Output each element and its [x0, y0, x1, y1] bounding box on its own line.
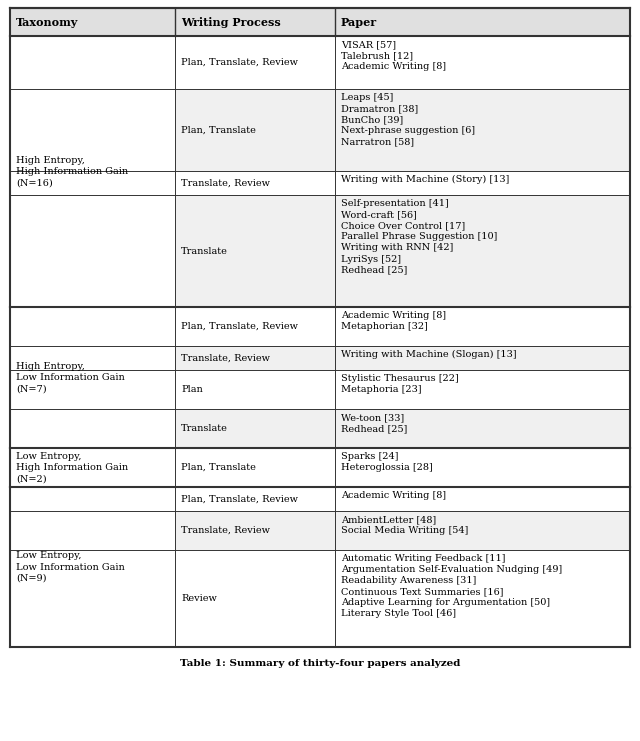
- Text: Sparks [24]
Heteroglossia [28]: Sparks [24] Heteroglossia [28]: [341, 452, 433, 472]
- Text: Taxonomy: Taxonomy: [16, 16, 78, 27]
- Text: Translate, Review: Translate, Review: [181, 179, 270, 187]
- Text: We-toon [33]
Redhead [25]: We-toon [33] Redhead [25]: [341, 413, 408, 433]
- Text: VISAR [57]
Talebrush [12]
Academic Writing [8]: VISAR [57] Talebrush [12] Academic Writi…: [341, 40, 446, 71]
- Bar: [10, 307, 175, 448]
- Text: High Entropy,
Low Information Gain
(N=7): High Entropy, Low Information Gain (N=7): [16, 362, 125, 393]
- Bar: [175, 409, 630, 448]
- Text: Plan, Translate: Plan, Translate: [181, 463, 256, 472]
- Bar: [175, 36, 630, 89]
- Text: Paper: Paper: [341, 16, 377, 27]
- Bar: [10, 487, 175, 647]
- Text: Writing with Machine (Slogan) [13]: Writing with Machine (Slogan) [13]: [341, 350, 516, 359]
- Text: Self-presentation [41]
Word-craft [56]
Choice Over Control [17]
Parallel Phrase : Self-presentation [41] Word-craft [56] C…: [341, 199, 497, 275]
- Bar: [175, 550, 630, 647]
- Text: Plan, Translate, Review: Plan, Translate, Review: [181, 494, 298, 503]
- Text: Writing Process: Writing Process: [181, 16, 281, 27]
- Text: Low Entropy,
High Information Gain
(N=2): Low Entropy, High Information Gain (N=2): [16, 452, 128, 483]
- Text: Stylistic Thesaurus [22]
Metaphoria [23]: Stylistic Thesaurus [22] Metaphoria [23]: [341, 374, 459, 394]
- Bar: [10, 8, 630, 36]
- Bar: [175, 171, 630, 195]
- Bar: [175, 370, 630, 409]
- Text: Plan: Plan: [181, 385, 203, 394]
- Text: Writing with Machine (Story) [13]: Writing with Machine (Story) [13]: [341, 175, 509, 184]
- Text: Plan, Translate: Plan, Translate: [181, 125, 256, 135]
- Bar: [10, 448, 175, 487]
- Text: Low Entropy,
Low Information Gain
(N=9): Low Entropy, Low Information Gain (N=9): [16, 551, 125, 582]
- Text: Translate: Translate: [181, 247, 228, 256]
- Bar: [175, 307, 630, 346]
- Text: Translate: Translate: [181, 424, 228, 433]
- Text: Translate, Review: Translate, Review: [181, 526, 270, 535]
- Text: Automatic Writing Feedback [11]
Argumentation Self-Evaluation Nudging [49]
Reada: Automatic Writing Feedback [11] Argument…: [341, 554, 563, 619]
- Bar: [175, 487, 630, 511]
- Bar: [175, 448, 630, 487]
- Bar: [175, 511, 630, 550]
- Text: Academic Writing [8]
Metaphorian [32]: Academic Writing [8] Metaphorian [32]: [341, 311, 446, 331]
- Text: Translate, Review: Translate, Review: [181, 353, 270, 362]
- Text: Review: Review: [181, 594, 217, 603]
- Text: Academic Writing [8]: Academic Writing [8]: [341, 491, 446, 500]
- Text: Table 1: Summary of thirty-four papers analyzed: Table 1: Summary of thirty-four papers a…: [180, 659, 460, 668]
- Bar: [175, 89, 630, 171]
- Bar: [175, 346, 630, 370]
- Text: AmbientLetter [48]
Social Media Writing [54]: AmbientLetter [48] Social Media Writing …: [341, 515, 468, 535]
- Text: High Entropy,
High Information Gain
(N=16): High Entropy, High Information Gain (N=1…: [16, 156, 128, 187]
- Text: Plan, Translate, Review: Plan, Translate, Review: [181, 58, 298, 67]
- Bar: [10, 36, 175, 307]
- Bar: [175, 195, 630, 307]
- Text: Leaps [45]
Dramatron [38]
BunCho [39]
Next-phrase suggestion [6]
Narratron [58]: Leaps [45] Dramatron [38] BunCho [39] Ne…: [341, 93, 475, 147]
- Text: Plan, Translate, Review: Plan, Translate, Review: [181, 322, 298, 331]
